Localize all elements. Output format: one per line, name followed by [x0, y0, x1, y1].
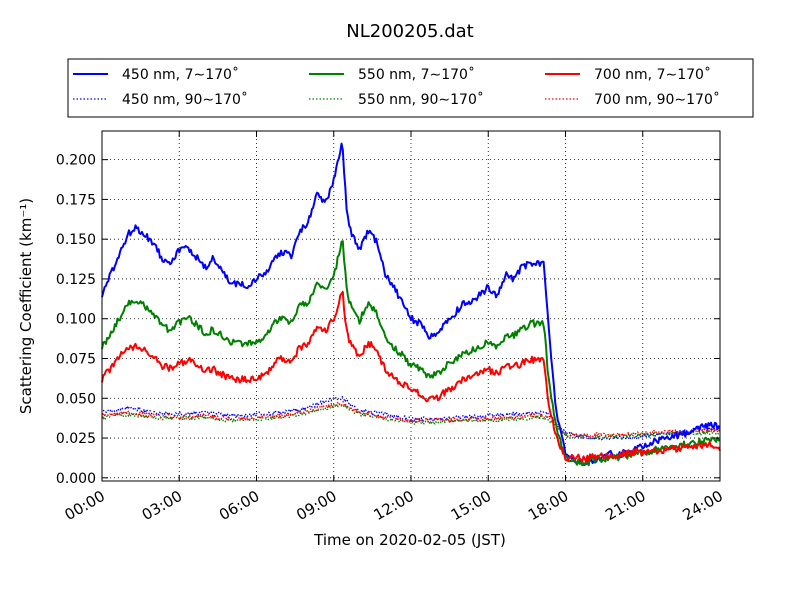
grid: [101, 131, 721, 481]
x-tick-label-2: 06:00: [216, 487, 262, 524]
x-tick-label-6: 18:00: [525, 487, 571, 524]
legend-label-0: 450 nm, 7∼170˚: [122, 66, 239, 83]
y-tick-label-5: 0.125: [56, 272, 96, 288]
series-line-4: [101, 290, 721, 463]
y-tick-label-1: 0.025: [56, 431, 96, 447]
y-tick-label-4: 0.100: [56, 312, 96, 328]
y-tick-label-8: 0.200: [56, 153, 96, 169]
x-tick-label-1: 03:00: [139, 487, 185, 524]
y-tick-label-6: 0.150: [56, 232, 96, 248]
legend-label-1: 450 nm, 90∼170˚: [122, 91, 248, 108]
series-line-1: [101, 395, 721, 441]
x-tick-label-3: 09:00: [293, 487, 339, 524]
y-tick-label-7: 0.175: [56, 192, 96, 208]
legend: 450 nm, 7∼170˚ 450 nm, 90∼170˚ 550 nm, 7∼1…: [67, 58, 754, 118]
chart-title: NL200205.dat: [346, 21, 473, 42]
y-tick-label-2: 0.050: [56, 391, 96, 407]
y-tick-label-0: 0.000: [56, 471, 96, 487]
y-tick-label-3: 0.075: [56, 352, 96, 368]
legend-frame: [67, 58, 754, 118]
series-line-2: [101, 240, 721, 467]
x-tick-label-0: 00:00: [62, 487, 108, 524]
legend-label-4: 700 nm, 7∼170˚: [594, 66, 711, 83]
axes: 0.000 0.025 0.050 0.075 0.100 0.125 0.150 0.175…: [56, 130, 726, 524]
x-tick-label-4: 12:00: [371, 487, 417, 524]
legend-label-3: 550 nm, 90∼170˚: [358, 91, 484, 108]
series-line-3: [101, 403, 721, 440]
legend-label-2: 550 nm, 7∼170˚: [358, 66, 475, 83]
x-tick-label-5: 15:00: [448, 487, 494, 524]
x-tick-label-7: 21:00: [602, 487, 648, 524]
x-tick-label-8: 24:00: [680, 487, 726, 524]
series-layer: [101, 142, 721, 467]
legend-label-5: 700 nm, 90∼170˚: [594, 91, 720, 108]
x-axis-label: Time on 2020-02-05 (JST): [313, 531, 506, 549]
y-axis-label: Scattering Coefficient (km⁻¹): [17, 198, 35, 414]
